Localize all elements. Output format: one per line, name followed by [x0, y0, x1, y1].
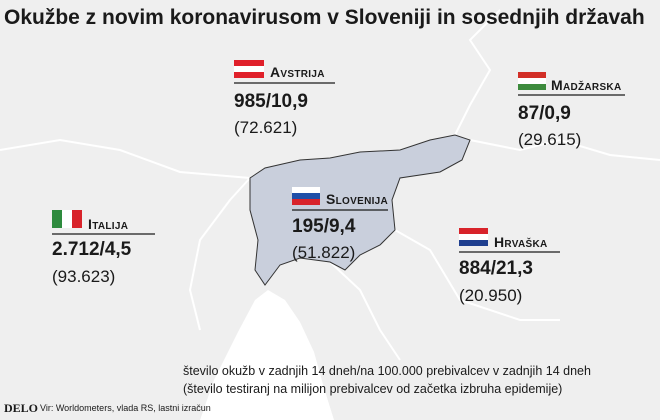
stat: 87/0,9 [518, 103, 571, 124]
border [394, 229, 560, 321]
border [188, 177, 251, 331]
flag [234, 72, 264, 78]
country-name: Italija [88, 216, 128, 232]
border [0, 138, 251, 179]
country-name: Avstrija [270, 64, 325, 80]
flag [234, 60, 264, 66]
title: Okužbe z novim koronavirusom v Sloveniji… [4, 6, 645, 29]
country-name: Madžarska [551, 77, 621, 93]
tests: (51.822) [292, 243, 355, 262]
slovenia: Slovenija 195/9,4 (51.822) [292, 187, 388, 262]
tests: (93.623) [52, 267, 115, 286]
source: Vir: Worldometers, vlada RS, lastni izra… [40, 403, 211, 413]
italy: Italija 2.712/4,5 (93.623) [52, 210, 155, 286]
flag [518, 84, 546, 90]
border [454, 9, 501, 136]
austria: Avstrija 985/10,9 (72.621) [234, 60, 335, 137]
flag [292, 199, 320, 205]
legend-line: število okužb v zadnjih 14 dneh/na 100.0… [183, 364, 591, 378]
country-name: Slovenija [326, 191, 388, 207]
tests: (72.621) [234, 118, 297, 137]
flag [459, 228, 488, 234]
flag [234, 66, 264, 72]
border [329, 261, 401, 361]
stat: 884/21,3 [459, 258, 533, 279]
border [469, 138, 660, 161]
croatia: Hrvaška 884/21,3 (20.950) [459, 228, 560, 305]
flag [72, 210, 82, 228]
flag [292, 193, 320, 199]
flag [459, 234, 488, 240]
flag [518, 72, 546, 78]
stat: 2.712/4,5 [52, 239, 132, 260]
flag [292, 187, 320, 193]
tests: (20.950) [459, 286, 522, 305]
flag [518, 78, 546, 84]
stat: 985/10,9 [234, 91, 308, 112]
legend-line: (število testiranj na milijon prebivalce… [183, 382, 562, 396]
logo: DELO [4, 401, 38, 415]
flag [52, 210, 62, 228]
sea [200, 290, 334, 420]
tests: (29.615) [518, 130, 581, 149]
hungary: Madžarska 87/0,9 (29.615) [518, 72, 625, 149]
flag [62, 210, 72, 228]
stat: 195/9,4 [292, 216, 356, 237]
country-name: Hrvaška [494, 234, 548, 250]
flag [459, 240, 488, 246]
